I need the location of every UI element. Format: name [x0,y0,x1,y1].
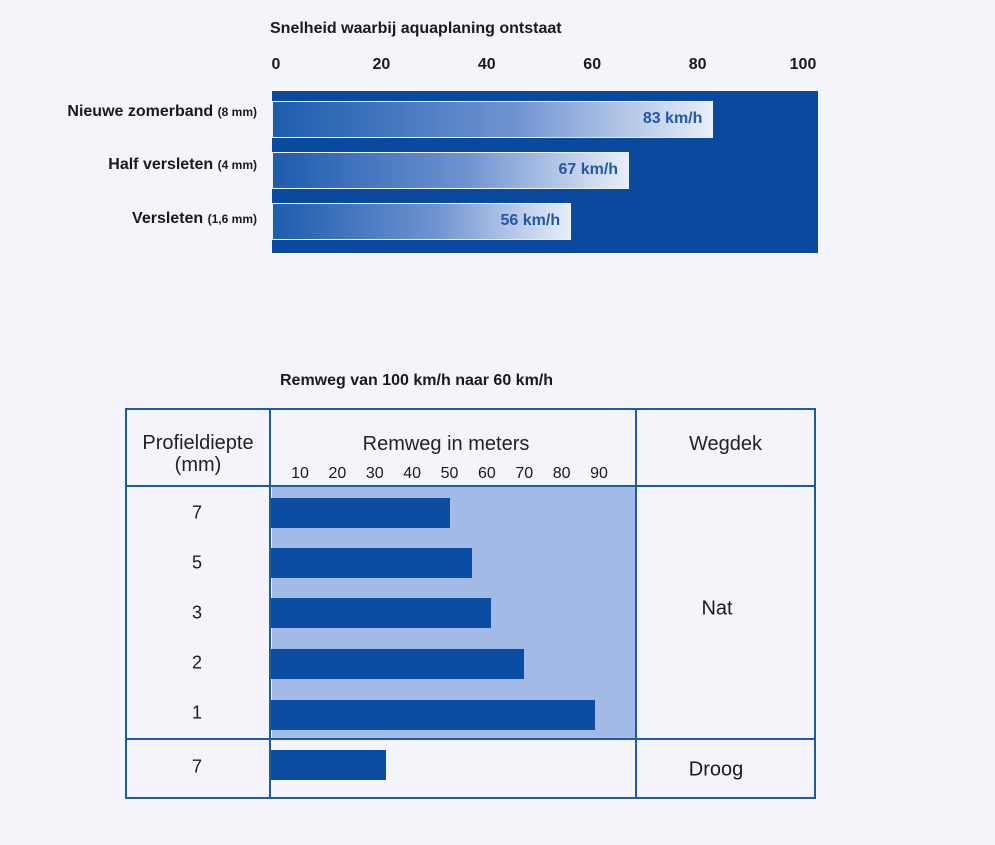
chart2-tick-80: 80 [552,465,571,482]
chart1-tick-40: 40 [477,56,496,73]
category-depth: (8 mm) [217,105,257,119]
chart2-bar [271,750,386,780]
chart1-tick-100: 100 [789,56,817,73]
category-name: Half versleten [108,156,214,173]
chart2-bar [271,598,491,628]
chart1-bar-value-label: 56 km/h [500,212,561,229]
chart2-tick-60: 60 [477,465,496,482]
chart2-title: Remweg van 100 km/h naar 60 km/h [280,372,554,389]
chart1-category-label: Nieuwe zomerband (8 mm) [67,103,257,121]
chart2-bar [271,700,596,730]
chart1-tick-60: 60 [583,56,602,73]
category-name: Versleten [132,210,204,227]
chart2-bar [271,498,450,528]
chart2-depth-label: 5 [191,552,203,573]
chart1-tick-20: 20 [372,56,391,73]
chart1-category-label: Versleten (1,6 mm) [132,210,257,228]
chart1-title: Snelheid waarbij aquaplaning ontstaat [270,20,562,37]
chart2-tick-90: 90 [590,465,608,482]
chart2-tick-30: 30 [365,465,384,482]
chart2-tick-40: 40 [403,465,422,482]
chart2-tick-70: 70 [515,465,534,482]
chart2-divider [125,485,816,487]
chart2-surface-label-dry: Droog [688,758,744,781]
chart2-surface-label-wet: Nat [701,597,733,620]
category-depth: (4 mm) [217,158,257,172]
category-name: Nieuwe zomerband [67,103,214,120]
chart2-header-surface: Wegdek [688,433,762,455]
chart2-depth-label: 3 [191,602,203,623]
chart2-table-frame [125,408,816,799]
chart2-tick-50: 50 [440,465,459,482]
chart1-tick-0: 0 [271,56,281,73]
chart2-header-depth: Profieldiepte (mm) [142,432,254,476]
chart2-tick-20: 20 [328,465,347,482]
chart2-depth-label: 7 [191,756,203,777]
chart1-bar: 67 km/h [272,152,630,189]
chart1-bar-value-label: 67 km/h [558,161,619,178]
chart2-header-distance: Remweg in meters [362,433,530,455]
chart2-tick-10: 10 [291,465,309,482]
chart2-bar [271,548,472,578]
chart2-divider [269,408,271,799]
chart1-tick-80: 80 [688,56,707,73]
chart1-category-label: Half versleten (4 mm) [108,156,257,174]
chart1-bar: 83 km/h [272,101,714,138]
chart2-depth-label: 1 [191,702,203,723]
chart1-bar-value-label: 83 km/h [642,110,703,127]
chart2-divider [635,408,637,799]
chart2-depth-label: 2 [191,652,203,673]
chart2-bar [271,649,525,679]
chart2-depth-label: 7 [191,502,203,523]
category-depth: (1,6 mm) [207,212,257,226]
chart1-bar: 56 km/h [272,203,572,240]
chart2-divider [125,738,816,740]
